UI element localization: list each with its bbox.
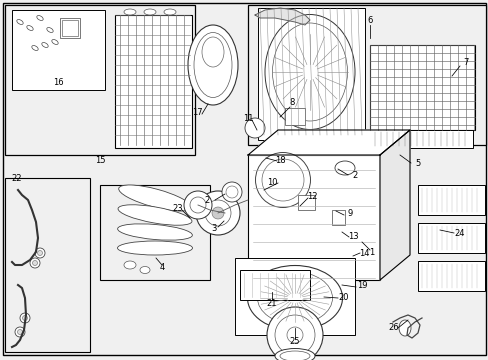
Circle shape [286, 327, 303, 343]
Bar [12, 10, 105, 90]
Ellipse shape [187, 25, 238, 105]
Text: 2: 2 [352, 171, 357, 180]
Text: 2: 2 [204, 195, 209, 204]
Text: 14: 14 [358, 248, 368, 257]
Circle shape [32, 261, 38, 266]
Bar [285, 353, 305, 358]
Bar [240, 270, 309, 300]
Bar [235, 258, 354, 335]
Bar [417, 261, 484, 291]
Circle shape [18, 329, 22, 334]
Ellipse shape [274, 348, 314, 360]
Ellipse shape [117, 241, 192, 255]
Text: 3: 3 [211, 224, 216, 233]
Ellipse shape [41, 42, 48, 48]
Circle shape [35, 248, 45, 258]
Ellipse shape [52, 40, 58, 45]
Ellipse shape [398, 320, 410, 336]
Ellipse shape [118, 205, 192, 225]
Ellipse shape [272, 23, 347, 121]
Bar [60, 18, 80, 38]
Ellipse shape [143, 9, 156, 15]
Circle shape [222, 182, 242, 202]
Text: 22: 22 [12, 174, 22, 183]
Ellipse shape [202, 37, 224, 67]
Bar [369, 45, 474, 130]
Text: 18: 18 [274, 156, 285, 165]
Ellipse shape [47, 27, 53, 32]
Text: 12: 12 [306, 192, 317, 201]
Text: 21: 21 [266, 298, 277, 307]
Ellipse shape [257, 272, 332, 324]
Text: 5: 5 [414, 158, 420, 167]
Ellipse shape [262, 159, 304, 201]
Bar [5, 178, 90, 352]
Circle shape [38, 251, 42, 256]
Bar [247, 5, 485, 145]
Ellipse shape [163, 9, 176, 15]
Text: 24: 24 [454, 229, 464, 238]
Circle shape [196, 191, 240, 235]
Circle shape [212, 207, 224, 219]
Text: 13: 13 [347, 231, 358, 240]
Circle shape [204, 200, 230, 226]
Bar [285, 108, 305, 125]
Bar [115, 15, 192, 148]
Circle shape [22, 315, 27, 320]
Circle shape [266, 307, 323, 360]
Text: 15: 15 [95, 156, 105, 165]
Circle shape [30, 258, 40, 268]
Ellipse shape [118, 224, 192, 240]
Bar [258, 8, 364, 140]
Bar [417, 185, 484, 215]
Circle shape [244, 118, 264, 138]
Ellipse shape [124, 9, 136, 15]
Bar [417, 223, 484, 253]
Ellipse shape [140, 266, 150, 274]
Text: 23: 23 [172, 203, 183, 212]
Circle shape [274, 315, 314, 355]
Polygon shape [247, 130, 409, 155]
Text: 25: 25 [289, 338, 300, 346]
Ellipse shape [124, 261, 136, 269]
Circle shape [225, 186, 238, 198]
Ellipse shape [280, 351, 309, 360]
Text: 6: 6 [366, 15, 372, 24]
Text: 26: 26 [388, 324, 399, 333]
Circle shape [15, 327, 25, 337]
Ellipse shape [334, 161, 354, 175]
Bar [371, 130, 472, 148]
Text: 16: 16 [53, 77, 63, 86]
Circle shape [190, 197, 205, 213]
Ellipse shape [194, 32, 231, 98]
Ellipse shape [255, 153, 310, 207]
Text: 17: 17 [191, 108, 202, 117]
Bar [331, 210, 345, 225]
Bar [247, 155, 379, 280]
Ellipse shape [247, 266, 342, 330]
Text: 9: 9 [346, 208, 352, 217]
Ellipse shape [264, 14, 354, 130]
Circle shape [183, 191, 212, 219]
Polygon shape [254, 8, 309, 25]
Bar [100, 185, 209, 280]
Ellipse shape [17, 19, 23, 24]
Bar [297, 195, 314, 210]
Text: 7: 7 [462, 58, 468, 67]
Ellipse shape [32, 45, 38, 50]
Ellipse shape [37, 15, 43, 21]
Text: 8: 8 [289, 98, 294, 107]
Polygon shape [379, 130, 409, 280]
Text: 4: 4 [159, 264, 164, 273]
Bar [62, 20, 78, 36]
Bar [5, 5, 195, 155]
Text: 10: 10 [266, 177, 277, 186]
Ellipse shape [27, 26, 33, 31]
Text: 11: 11 [242, 113, 253, 122]
Text: 1: 1 [368, 248, 374, 257]
Circle shape [20, 313, 30, 323]
Text: 19: 19 [356, 282, 366, 291]
Text: 20: 20 [338, 293, 348, 302]
Ellipse shape [119, 185, 191, 211]
